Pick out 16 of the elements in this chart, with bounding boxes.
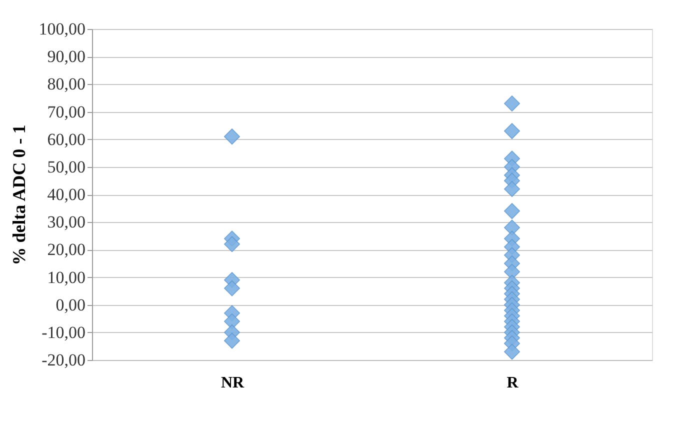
y-tick-label: 60,00 [47,130,86,149]
y-tick-label: -10,00 [42,322,86,342]
y-tick-label: 30,00 [47,212,86,232]
y-axis-title: % delta ADC 0 - 1 [8,124,29,266]
y-tick-label: 70,00 [47,102,86,122]
x-tick-label: R [506,374,519,392]
y-tick-label: 100,00 [38,20,86,38]
y-tick-label: -20,00 [42,350,86,370]
y-tick-label: 20,00 [47,240,86,260]
y-tick-label: 0,00 [56,295,86,314]
y-tick-label: 40,00 [47,185,86,204]
y-tick-label: 90,00 [47,47,86,66]
y-tick-label: 80,00 [47,74,86,94]
y-tick-label: 50,00 [47,157,86,176]
y-tick-label: 10,00 [47,268,86,287]
x-tick-label: NR [220,374,244,392]
